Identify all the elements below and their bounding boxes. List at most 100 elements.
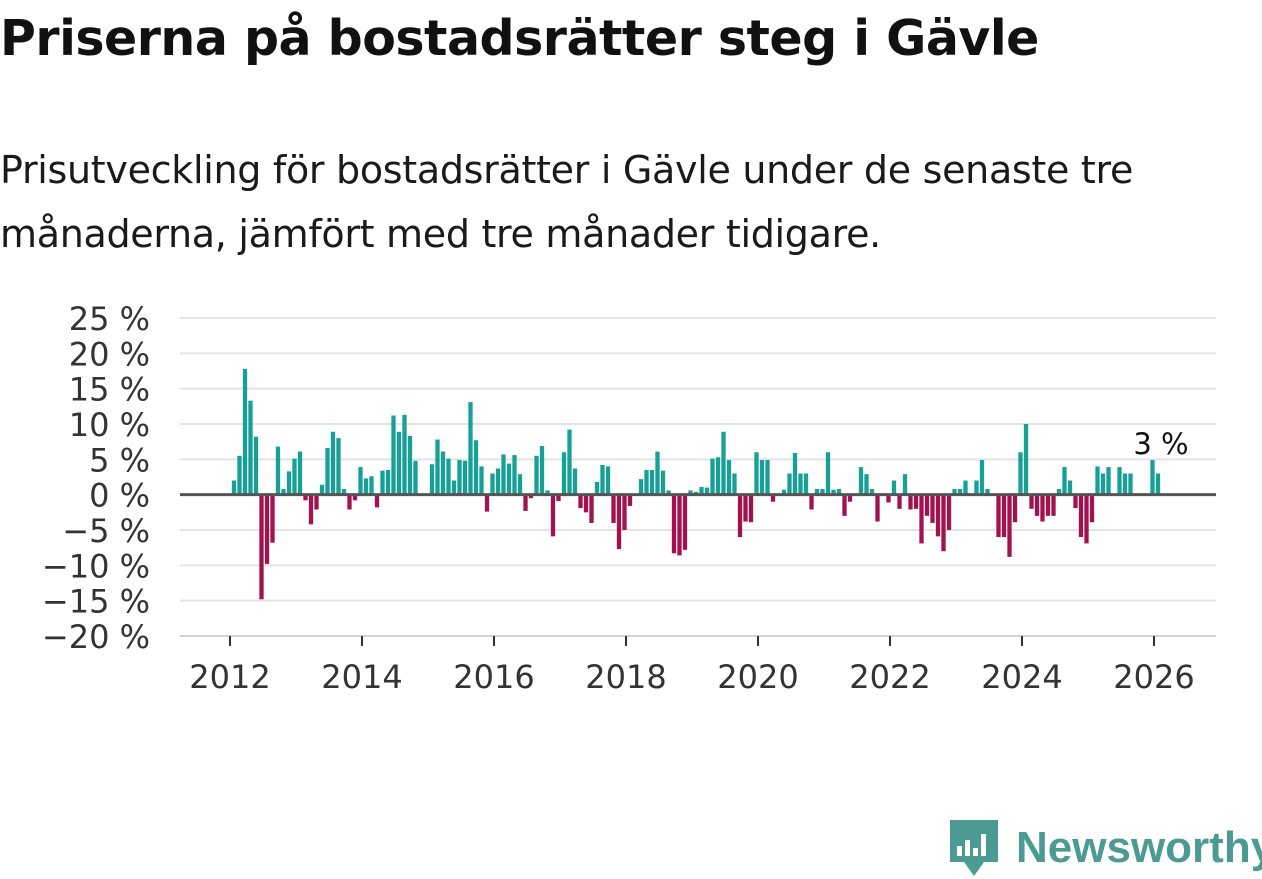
bar [1089,494,1095,523]
bar [836,489,842,495]
bar [1128,473,1133,495]
bar [1067,480,1073,495]
bar [1122,473,1128,495]
bar [699,486,704,495]
bar [539,445,545,495]
x-tick-label: 2018 [585,658,666,696]
bar [1045,494,1051,516]
bar [963,480,968,495]
bar [688,490,693,495]
bar [946,494,952,530]
bar [600,464,605,495]
bar [231,480,237,495]
bar [391,415,396,495]
bar [1106,467,1111,495]
bar [413,460,418,495]
y-tick-label: 5 % [89,441,150,479]
bar [979,460,985,495]
bar [589,494,594,523]
bar [1155,473,1161,495]
bar [363,478,369,495]
bar [644,469,649,495]
bar [638,479,644,495]
bar [567,429,572,495]
bar [369,476,374,495]
bar [616,494,622,550]
bar [451,480,457,495]
bar [671,494,677,554]
bar [374,494,380,508]
bar [891,480,897,495]
bar [303,494,308,501]
bar [666,490,671,495]
bar [281,489,286,495]
bar [1051,494,1056,516]
x-tick-label: 2022 [849,658,930,696]
bar [660,470,666,495]
y-tick-label: 15 % [69,371,150,409]
chart-title: Priserna på bostadsrätter steg i Gävle [0,10,1039,67]
bar [330,431,336,495]
bar [286,471,292,495]
bar [325,448,330,495]
bar [809,494,814,510]
y-tick-label: −15 % [42,583,150,621]
bar [479,466,484,495]
y-axis-labels: 25 %20 %15 %10 %5 %0 %−5 %−10 %−15 %−20 … [42,300,150,656]
bar [407,436,413,495]
bar [242,368,248,495]
y-tick-label: −20 % [42,618,150,656]
bar [1023,424,1029,495]
x-tick-label: 2020 [717,658,798,696]
bar [534,455,539,495]
bar [952,489,957,495]
bar [429,464,435,495]
bar [495,468,501,495]
bar [996,494,1001,538]
bar [583,494,589,513]
bar [457,460,462,495]
bar [605,466,611,495]
bar [858,467,864,495]
x-tick-label: 2014 [321,658,402,696]
bar [655,451,660,495]
bar [440,451,446,495]
bar [501,454,506,495]
bar [710,458,715,495]
bar [1029,494,1034,509]
x-tick-label: 2024 [981,658,1062,696]
y-tick-label: 10 % [69,406,150,444]
bar [748,494,754,523]
bar [336,438,341,495]
bar [902,474,908,495]
bar [1062,467,1067,495]
grid-lines [180,317,1216,637]
bar [765,460,770,495]
bar [847,494,853,502]
bar [506,463,512,495]
bar [308,494,314,525]
bar [264,494,270,564]
bar [770,494,776,502]
bar [792,452,798,495]
bar [270,494,275,543]
y-tick-label: −5 % [62,512,150,550]
newsworthy-logo-icon [950,820,998,876]
brand: Newsworthy [948,818,1262,878]
bar [396,431,402,495]
bar [1018,452,1023,495]
bar [297,451,303,495]
bar [385,469,391,495]
x-axis: 2012 2014 2016 2018 2020 2022 2024 2026 [180,635,1216,696]
brand-name: Newsworthy [1016,823,1262,872]
bar [930,494,935,523]
bar [435,439,440,495]
bar [825,452,831,495]
bar [468,402,473,495]
bar [957,489,963,495]
x-tick-label: 2012 [189,658,270,696]
bar [842,494,847,516]
bar [490,473,495,495]
bar [803,473,809,495]
bar [528,494,534,499]
